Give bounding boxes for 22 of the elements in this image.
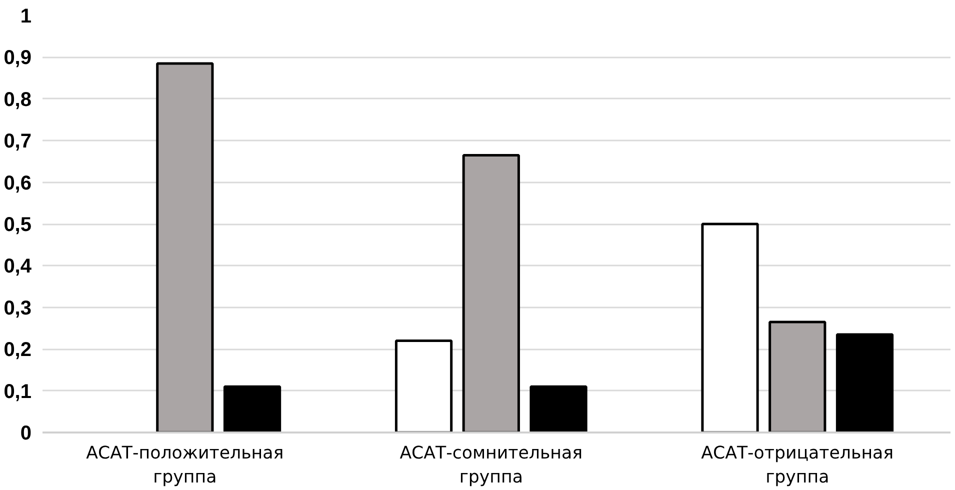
- y-tick-label: 0,5: [4, 214, 32, 236]
- bar: [768, 320, 826, 432]
- bar: [530, 385, 588, 432]
- x-tick-label: АСАТ-сомнительная группа: [400, 444, 583, 488]
- bar: [223, 385, 282, 432]
- x-tick-label: АСАТ-положительная группа: [86, 444, 284, 488]
- y-tick-label: 0,2: [4, 339, 32, 362]
- y-tick-label: 0,3: [4, 297, 32, 320]
- bar: [156, 62, 214, 432]
- y-tick-label: 0,4: [4, 256, 32, 278]
- bar: [394, 340, 453, 432]
- y-tick-label: 0,6: [4, 172, 32, 194]
- y-tick-label: 0,8: [4, 88, 32, 111]
- bar: [836, 333, 894, 432]
- y-tick-label: 0,9: [4, 47, 32, 70]
- y-tick-label: 1: [20, 6, 32, 28]
- x-tick-label: АСАТ-отрицательная группа: [701, 444, 894, 488]
- y-tick-label: 0,7: [4, 130, 32, 153]
- bar: [701, 222, 759, 432]
- y-tick-label: 0,1: [4, 380, 32, 403]
- y-tick-label: 0: [20, 422, 32, 444]
- bar: [462, 154, 520, 432]
